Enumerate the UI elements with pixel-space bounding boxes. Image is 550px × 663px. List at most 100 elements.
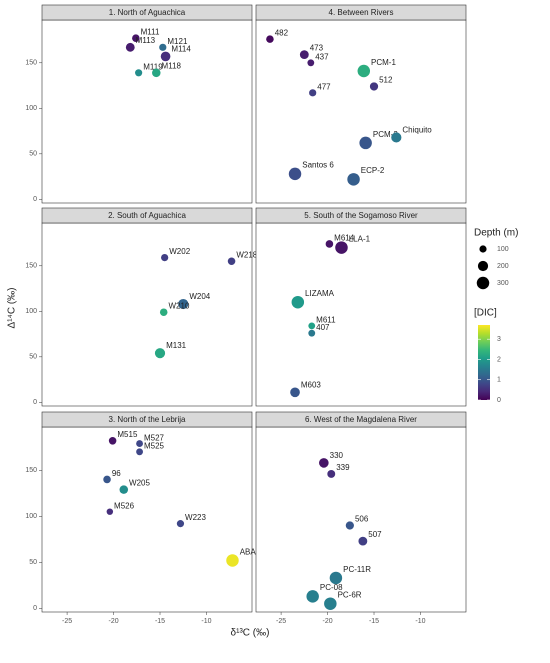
point-label: 482 [275,28,289,37]
y-tick-label: 150 [25,60,37,67]
color-bar-label: 3 [497,336,501,343]
point-label: M515 [117,430,138,439]
point-label: ECP-2 [361,166,385,175]
panel-background [255,19,467,204]
panel-background [41,426,253,613]
point-label: 512 [379,75,393,84]
data-point [290,387,300,398]
point-label: W204 [189,292,210,301]
data-point [335,241,348,254]
data-point [103,475,111,484]
color-legend-title: [DIC] [474,308,497,319]
data-point [391,132,402,143]
y-tick-label: 150 [25,263,37,270]
point-label: ABA-1 [240,547,264,556]
facet-title: 5. South of the Sogamoso River [304,211,418,220]
point-label: M131 [166,341,187,350]
data-point [299,50,309,60]
data-point [152,68,161,78]
data-point [160,51,171,62]
point-label: W205 [129,478,150,487]
data-point [324,597,337,610]
data-point [119,485,129,494]
point-label: M526 [114,502,135,511]
x-tick-label: -20 [108,618,118,625]
y-tick-label: 100 [25,308,37,315]
point-label: PC-11R [343,565,371,574]
data-point [136,448,143,456]
color-bar [478,325,490,400]
point-label: PCM-2 [373,130,398,139]
data-point [161,253,169,262]
data-point [159,308,168,316]
point-label: PCM-1 [371,58,396,67]
point-label: 407 [316,323,330,332]
point-label: W202 [169,247,190,256]
data-point [327,469,336,478]
facet-title: 6. West of the Magdalena River [305,415,417,424]
point-label: 339 [336,463,350,472]
y-tick-label: 0 [33,605,37,612]
point-label: M603 [301,381,322,390]
data-point [227,257,236,266]
point-label: M111 [141,28,160,37]
facet-title: 1. North of Aguachica [109,8,186,17]
data-point [369,82,379,91]
x-tick-label: -10 [415,618,425,625]
point-label: LLA-1 [349,234,371,243]
x-tick-label: -10 [201,618,211,625]
size-legend-label: 100 [497,246,509,253]
point-label: M119 [143,62,163,71]
point-label: W223 [185,513,206,522]
point-label: 96 [112,469,121,478]
y-tick-label: 150 [25,467,37,474]
data-point [132,34,140,42]
size-legend-label: 200 [497,263,509,270]
data-point [358,536,368,546]
point-label: Chiquito [402,125,432,134]
color-bar-label: 0 [497,397,501,404]
point-label: M118 [162,62,182,71]
size-legend-key [477,260,489,272]
facet-title: 3. North of the Lebrija [109,415,186,424]
data-point [135,69,143,77]
color-bar-label: 1 [497,377,501,384]
y-tick-label: 50 [29,354,37,361]
panel-background [41,19,253,204]
size-legend-title: Depth (m) [474,228,518,239]
y-tick-label: 50 [29,151,37,158]
y-tick-label: 50 [29,559,37,566]
point-label: M525 [144,442,165,451]
size-legend-key [476,276,490,290]
point-label: M114 [171,45,191,54]
data-point [176,520,185,528]
data-point [359,136,372,150]
facet-strip [255,4,467,21]
data-point [288,167,302,181]
facet-strip [41,207,253,224]
x-tick-label: -20 [322,618,332,625]
point-label: Santos 6 [302,161,334,170]
data-point [226,554,239,567]
data-point [125,42,135,52]
x-axis-title: δ¹³C (‰) [231,628,270,639]
point-label: LIZAMA [305,289,335,298]
color-bar-label: 2 [497,356,501,363]
data-point [345,521,354,530]
point-label: 473 [310,43,324,52]
point-label: PC-6R [338,591,362,600]
point-label: 437 [315,52,329,61]
y-tick-label: 100 [25,105,37,112]
point-label: 507 [368,530,382,539]
facet-title: 2. South of Aguachica [108,211,186,220]
size-legend-label: 300 [497,280,509,287]
point-label: PC-08 [320,583,343,592]
panel-background [255,222,467,407]
facet-title: 4. Between Rivers [329,8,394,17]
data-point [178,298,189,310]
point-label: M121 [167,37,188,46]
data-point [308,322,316,330]
facet-strip [41,411,253,428]
data-point [309,89,317,97]
panel-background [41,222,253,407]
